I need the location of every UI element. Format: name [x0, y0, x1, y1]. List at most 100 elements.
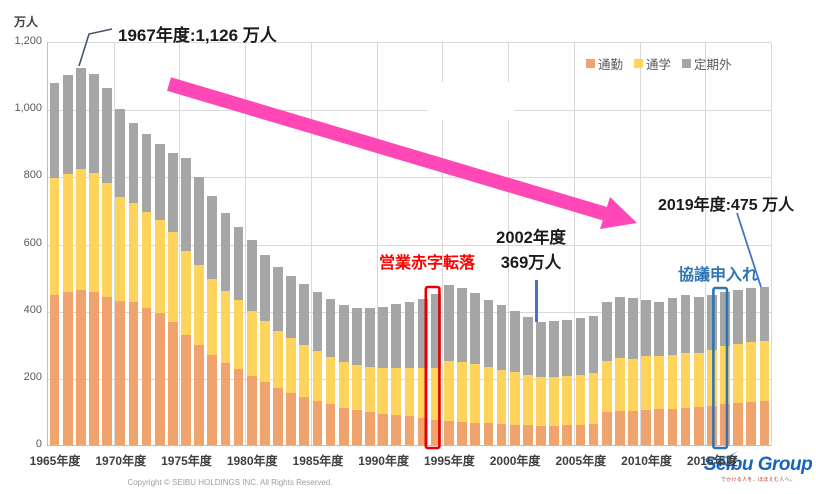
segment-通学: [154, 220, 165, 314]
bar-2006: [588, 316, 599, 446]
segment-通勤: [194, 345, 205, 446]
segment-定期外: [614, 296, 625, 359]
segment-通学: [693, 352, 704, 408]
segment-通勤: [273, 388, 283, 446]
segment-通勤: [628, 411, 638, 446]
segment-通勤: [509, 424, 520, 446]
segment-定期外: [496, 305, 507, 370]
segment-通学: [733, 343, 743, 403]
plot-area: [47, 42, 772, 446]
bar-2001: [522, 316, 533, 446]
legend-swatch: [586, 59, 595, 68]
segment-定期外: [233, 226, 244, 301]
y-axis-tick-label: 800: [23, 169, 42, 182]
segment-定期外: [181, 157, 191, 252]
segment-定期外: [693, 296, 704, 353]
segment-通勤: [496, 423, 507, 446]
segment-通学: [168, 232, 178, 323]
bar-1975: [181, 157, 191, 446]
segment-定期外: [457, 288, 467, 363]
bar-1970: [115, 108, 126, 446]
segment-通勤: [168, 322, 178, 446]
x-axis-tick-label: 1995年度: [424, 454, 475, 468]
segment-定期外: [628, 298, 638, 359]
bar-1992: [404, 301, 415, 446]
bar-1988: [352, 307, 362, 446]
gridline: [48, 110, 771, 112]
bar-1994: [430, 294, 441, 446]
y-axis-tick-label: 600: [23, 236, 42, 249]
segment-定期外: [444, 284, 454, 361]
segment-定期外: [562, 319, 573, 377]
x-axis-tick-label: 2015年度: [686, 454, 738, 468]
segment-定期外: [194, 177, 205, 266]
segment-通勤: [588, 423, 599, 446]
segment-通学: [680, 352, 691, 408]
bar-1968: [89, 73, 99, 446]
segment-通勤: [536, 425, 546, 446]
segment-通学: [338, 362, 349, 408]
segment-通学: [496, 369, 507, 424]
segment-通学: [706, 349, 717, 406]
segment-通勤: [457, 421, 467, 446]
segment-定期外: [680, 294, 691, 353]
segment-通勤: [654, 409, 665, 446]
copyright-text: Copyright © SEIBU HOLDINGS INC. All Righ…: [127, 478, 333, 487]
segment-通勤: [154, 313, 165, 446]
segment-通学: [628, 358, 638, 412]
segment-定期外: [325, 299, 336, 358]
segment-定期外: [62, 74, 73, 174]
segment-通勤: [562, 425, 573, 446]
segment-定期外: [128, 122, 139, 204]
bar-1972: [141, 134, 152, 446]
segment-定期外: [352, 307, 362, 366]
segment-定期外: [89, 73, 99, 174]
x-axis-tick-label: 1965年度: [29, 454, 81, 468]
segment-通学: [102, 183, 113, 297]
segment-通学: [365, 367, 375, 413]
bar-1999: [496, 305, 507, 446]
segment-通学: [220, 290, 231, 363]
segment-通学: [75, 169, 86, 290]
segment-通勤: [720, 403, 730, 446]
segment-通勤: [102, 296, 113, 446]
segment-定期外: [404, 301, 415, 369]
segment-定期外: [641, 299, 651, 357]
segment-通勤: [233, 369, 244, 446]
bar-1967: [75, 67, 86, 446]
segment-通学: [352, 365, 362, 411]
bar-1989: [365, 307, 375, 446]
legend-item-noncommuter: 定期外: [682, 54, 732, 73]
segment-通勤: [733, 402, 743, 446]
segment-定期外: [299, 284, 310, 345]
segment-通学: [194, 265, 205, 346]
segment-定期外: [430, 294, 441, 369]
legend-swatch: [634, 59, 644, 68]
y-axis-tick-label: 1,000: [14, 102, 42, 115]
segment-通学: [391, 368, 402, 416]
bar-1971: [128, 122, 139, 446]
bar-1986: [325, 299, 336, 446]
segment-通勤: [706, 405, 717, 446]
segment-通勤: [667, 408, 678, 446]
segment-通勤: [391, 415, 402, 446]
annotation-2019-latest: 2019年度:475 万人: [658, 197, 795, 214]
segment-通勤: [181, 335, 191, 446]
legend-label: 通学: [646, 58, 672, 72]
seibu-group-logo: Seibu Group でかける人を、ほほえむ人へ。: [700, 451, 813, 483]
segment-定期外: [286, 276, 297, 338]
segment-通学: [312, 351, 323, 401]
gridline: [310, 43, 312, 446]
annotation-2002-year: 2002年度: [496, 229, 566, 247]
segment-通学: [457, 362, 467, 422]
segment-定期外: [522, 316, 533, 376]
bar-2019: [759, 286, 770, 446]
segment-定期外: [667, 298, 678, 355]
segment-通学: [128, 203, 139, 303]
segment-通勤: [62, 292, 73, 446]
segment-通学: [444, 360, 454, 422]
gridline: [245, 43, 247, 446]
x-axis-tick-label: 1980年度: [226, 454, 278, 468]
segment-定期外: [706, 294, 717, 350]
segment-通学: [549, 377, 559, 426]
